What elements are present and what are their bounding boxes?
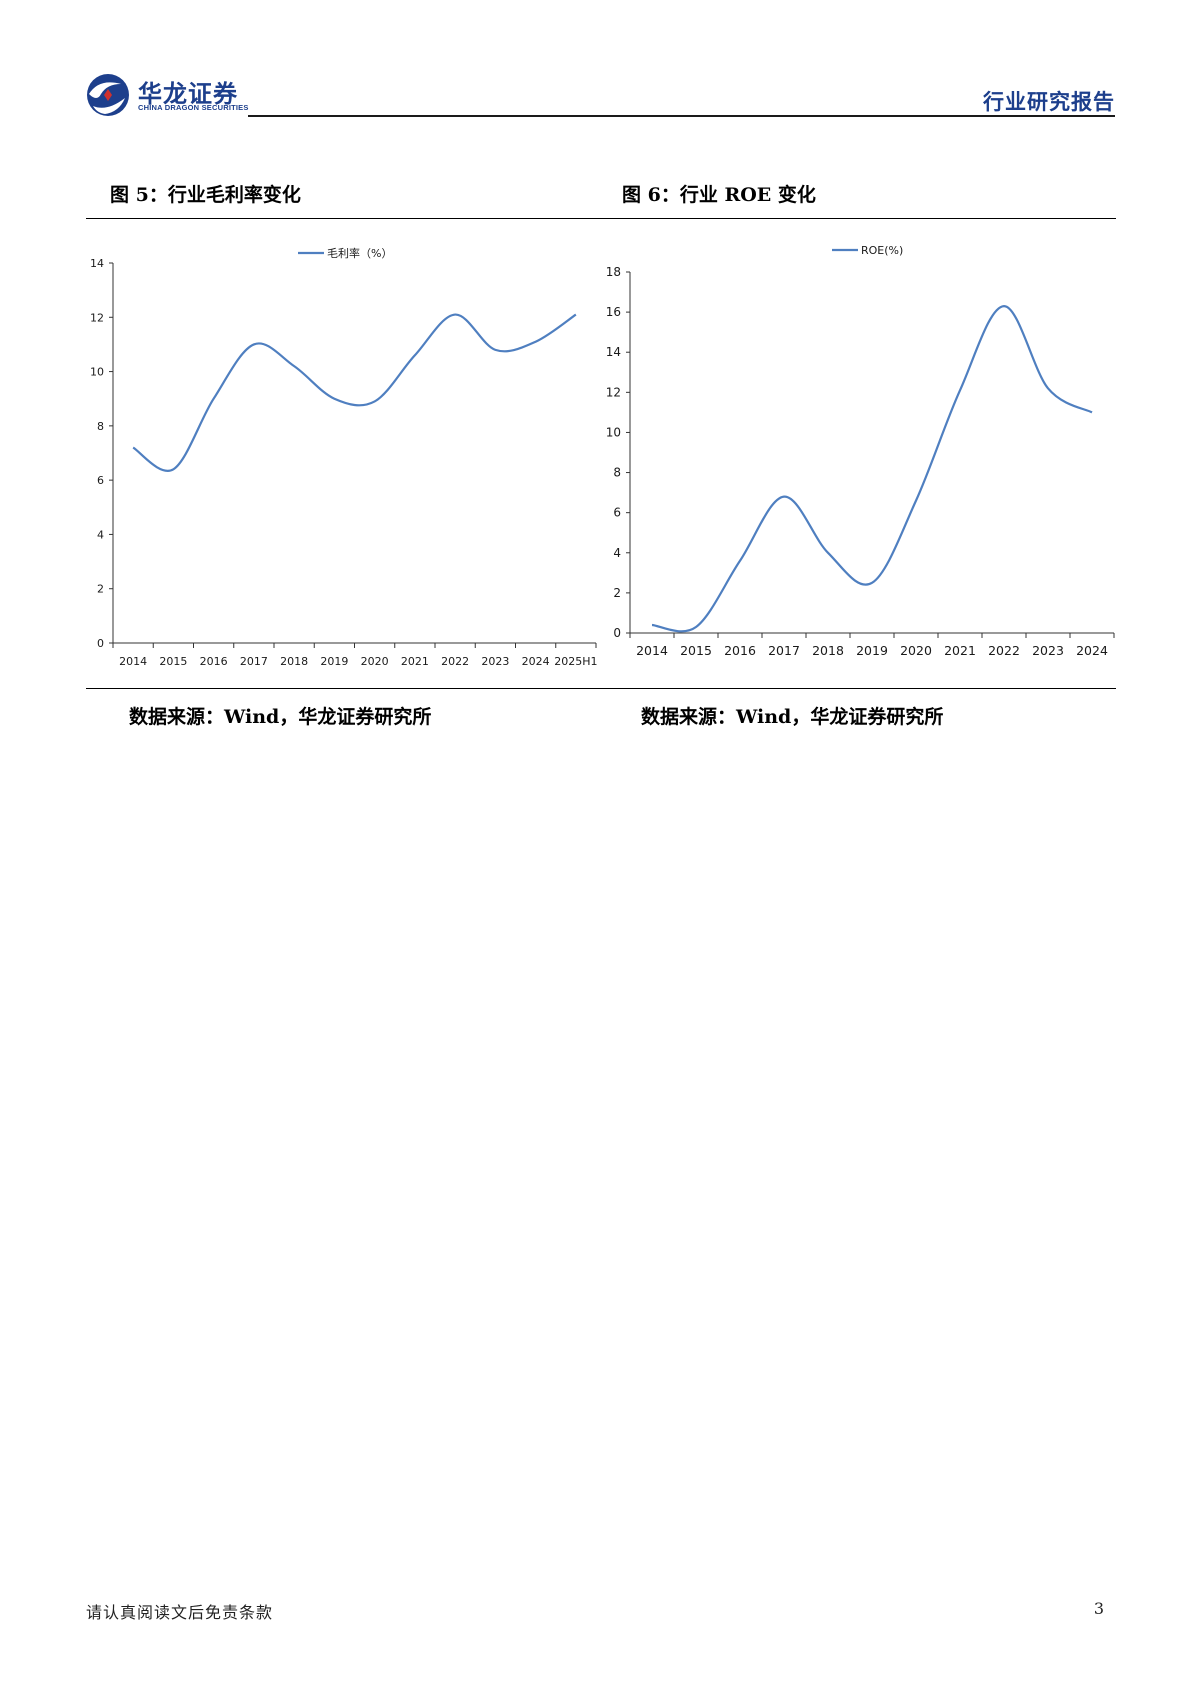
x-tick-label: 2022	[441, 655, 469, 668]
y-tick-label: 14	[606, 345, 621, 359]
figure-5-title: 图 5：行业毛利率变化	[110, 184, 301, 206]
x-tick-label: 2014	[119, 655, 147, 668]
x-tick-label: 2023	[481, 655, 509, 668]
y-tick-label: 0	[613, 626, 621, 640]
disclaimer-note: 请认真阅读文后免责条款	[86, 1603, 274, 1622]
x-tick-label: 2024	[1076, 643, 1108, 658]
x-tick-label: 2023	[1032, 643, 1064, 658]
logo-text: 华龙证券	[138, 80, 238, 108]
figure-5-source: 数据来源：Wind，华龙证券研究所	[129, 706, 432, 728]
x-tick-label: 2018	[280, 655, 308, 668]
y-tick-label: 10	[606, 425, 621, 439]
figure-bottom-rule	[86, 688, 1116, 689]
y-tick-label: 4	[613, 546, 621, 560]
figure-top-rule	[86, 218, 1116, 219]
report-type-label: 行业研究报告	[983, 89, 1115, 114]
y-tick-label: 8	[613, 466, 621, 480]
x-tick-label: 2014	[636, 643, 668, 658]
legend-label: ROE(%)	[861, 244, 903, 257]
y-tick-label: 14	[90, 257, 104, 270]
y-tick-label: 6	[613, 506, 621, 520]
x-tick-label: 2024	[522, 655, 550, 668]
y-tick-label: 2	[97, 583, 104, 596]
x-tick-label: 2019	[320, 655, 348, 668]
x-tick-label: 2018	[812, 643, 844, 658]
x-tick-label: 2022	[988, 643, 1020, 658]
logo-subtext: CHINA DRAGON SECURITIES	[138, 103, 249, 112]
x-tick-label: 2017	[240, 655, 268, 668]
x-tick-label: 2016	[724, 643, 756, 658]
y-tick-label: 12	[90, 311, 104, 324]
y-tick-label: 8	[97, 420, 104, 433]
x-tick-label: 2017	[768, 643, 800, 658]
x-tick-label: 2016	[200, 655, 228, 668]
y-tick-label: 18	[606, 265, 621, 279]
y-tick-label: 12	[606, 385, 621, 399]
y-tick-label: 4	[97, 528, 104, 541]
y-tick-label: 6	[97, 474, 104, 487]
y-tick-label: 2	[613, 586, 621, 600]
legend-label: 毛利率（%）	[327, 246, 392, 260]
series-line	[651, 304, 1093, 633]
roe-chart: 0 2 4 6 8 10 12 14 16 18 2014 2015 2016 2017 2018 2019 2…	[606, 244, 1115, 658]
page-header: 华龙证券 CHINA DRAGON SECURITIES 行业研究报告	[85, 70, 1115, 120]
company-logo: 华龙证券 CHINA DRAGON SECURITIES	[85, 70, 255, 120]
y-tick-label: 16	[606, 305, 621, 319]
x-tick-label: 2015	[680, 643, 712, 658]
header-divider	[248, 115, 1115, 117]
x-tick-label: 2019	[856, 643, 888, 658]
page-number: 3	[1093, 1599, 1104, 1618]
dragon-logo-icon	[87, 74, 129, 116]
y-tick-label: 0	[97, 637, 104, 650]
series-line	[132, 313, 577, 472]
x-tick-label: 2020	[361, 655, 389, 668]
x-tick-label: 2015	[159, 655, 187, 668]
figure-6-source: 数据来源：Wind，华龙证券研究所	[641, 706, 944, 728]
x-tick-label: 2020	[900, 643, 932, 658]
figure-6-title: 图 6：行业 ROE 变化	[622, 184, 816, 206]
x-tick-label: 2025H1	[554, 655, 597, 668]
y-tick-label: 10	[90, 366, 104, 379]
x-tick-label: 2021	[401, 655, 429, 668]
x-tick-label: 2021	[944, 643, 976, 658]
gross-margin-chart: 0 2 4 6 8 10 12 14 2014 2015 2016 2017 2018 2019 2020 2…	[90, 246, 598, 668]
